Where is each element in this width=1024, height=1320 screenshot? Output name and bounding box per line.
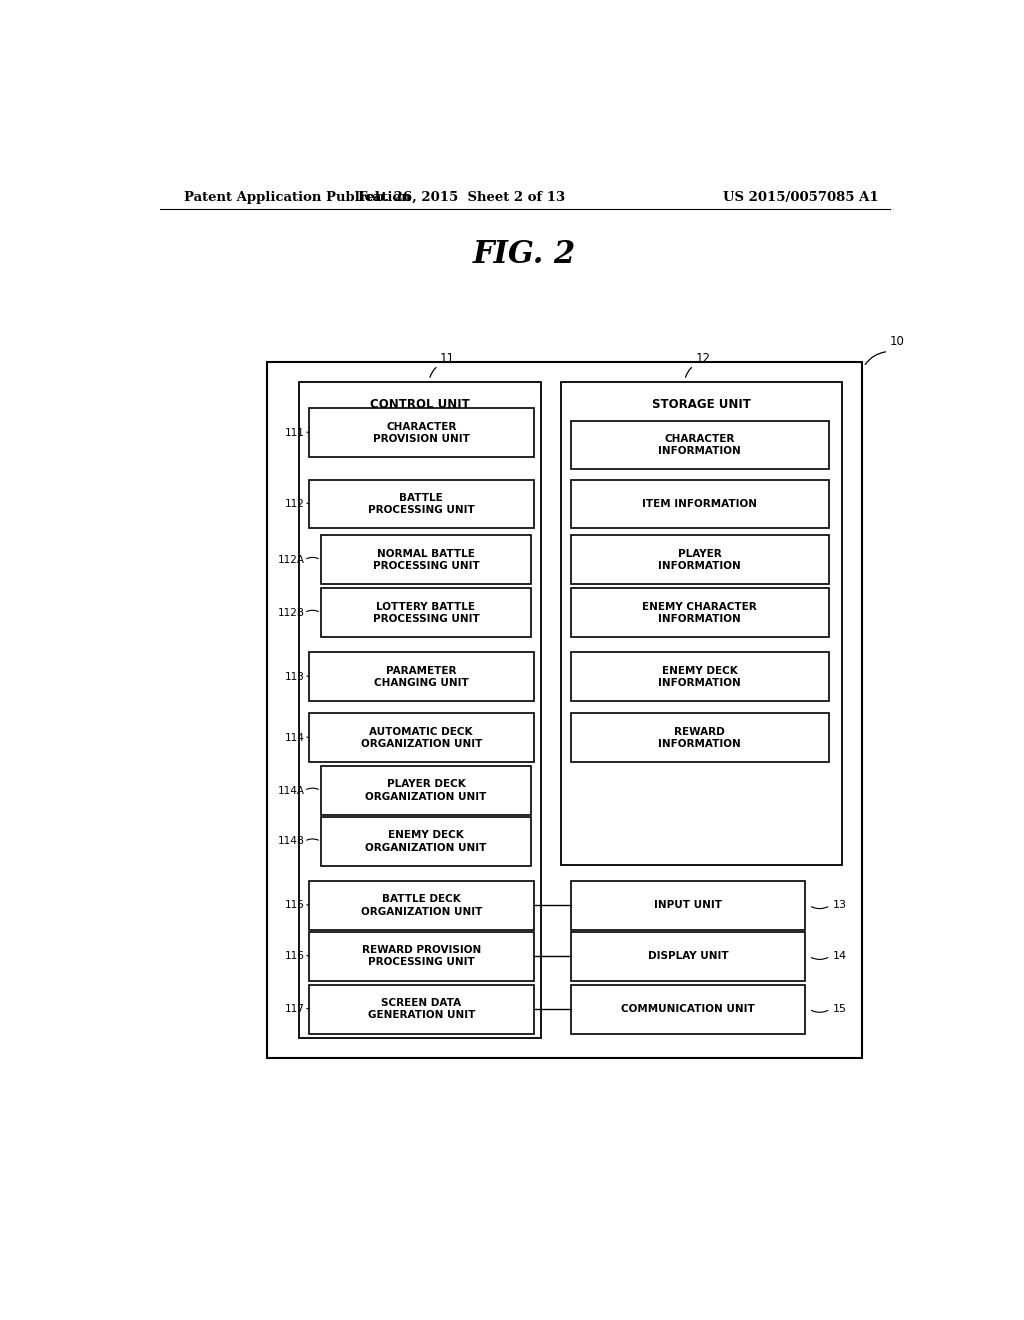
Bar [299, 381, 541, 1038]
Text: 115: 115 [285, 900, 305, 911]
Bar [321, 766, 531, 814]
Text: ITEM INFORMATION: ITEM INFORMATION [642, 499, 758, 510]
Text: STORAGE UNIT: STORAGE UNIT [652, 397, 751, 411]
Text: Feb. 26, 2015  Sheet 2 of 13: Feb. 26, 2015 Sheet 2 of 13 [357, 190, 565, 203]
Text: 114A: 114A [278, 785, 305, 796]
Text: BATTLE DECK
ORGANIZATION UNIT: BATTLE DECK ORGANIZATION UNIT [360, 894, 482, 916]
Text: 14: 14 [833, 952, 847, 961]
Bar [570, 479, 828, 528]
Text: ENEMY DECK
INFORMATION: ENEMY DECK INFORMATION [658, 665, 741, 688]
Text: DISPLAY UNIT: DISPLAY UNIT [647, 952, 728, 961]
Text: CHARACTER
INFORMATION: CHARACTER INFORMATION [658, 434, 741, 457]
Text: 13: 13 [833, 900, 847, 911]
Text: 114B: 114B [278, 837, 305, 846]
Text: PLAYER DECK
ORGANIZATION UNIT: PLAYER DECK ORGANIZATION UNIT [366, 779, 486, 801]
Text: 15: 15 [833, 1005, 847, 1014]
Bar [570, 985, 805, 1034]
Text: BATTLE
PROCESSING UNIT: BATTLE PROCESSING UNIT [368, 492, 474, 515]
Text: Patent Application Publication: Patent Application Publication [183, 190, 411, 203]
Bar [309, 408, 534, 457]
Text: REWARD PROVISION
PROCESSING UNIT: REWARD PROVISION PROCESSING UNIT [361, 945, 481, 968]
Text: 116: 116 [285, 952, 305, 961]
Text: 12: 12 [695, 351, 711, 364]
Text: US 2015/0057085 A1: US 2015/0057085 A1 [723, 190, 879, 203]
Text: AUTOMATIC DECK
ORGANIZATION UNIT: AUTOMATIC DECK ORGANIZATION UNIT [360, 726, 482, 748]
Bar [309, 479, 534, 528]
Bar [309, 880, 534, 929]
Text: PARAMETER
CHANGING UNIT: PARAMETER CHANGING UNIT [374, 665, 469, 688]
Text: 114: 114 [285, 733, 305, 743]
Bar [570, 713, 828, 762]
Bar [267, 362, 862, 1057]
Bar [309, 985, 534, 1034]
Bar [570, 536, 828, 585]
Text: COMMUNICATION UNIT: COMMUNICATION UNIT [621, 1005, 755, 1014]
Text: CHARACTER
PROVISION UNIT: CHARACTER PROVISION UNIT [373, 421, 470, 444]
Text: ENEMY DECK
ORGANIZATION UNIT: ENEMY DECK ORGANIZATION UNIT [366, 830, 486, 853]
Bar [309, 652, 534, 701]
Bar [321, 536, 531, 585]
Text: NORMAL BATTLE
PROCESSING UNIT: NORMAL BATTLE PROCESSING UNIT [373, 549, 479, 572]
Text: 112A: 112A [278, 554, 305, 565]
Bar [570, 652, 828, 701]
Bar [570, 589, 828, 638]
Bar [570, 932, 805, 981]
Text: PLAYER
INFORMATION: PLAYER INFORMATION [658, 549, 741, 572]
Text: 113: 113 [285, 672, 305, 681]
Bar [560, 381, 842, 865]
Text: INPUT UNIT: INPUT UNIT [654, 900, 722, 911]
Text: 112: 112 [285, 499, 305, 510]
Text: SCREEN DATA
GENERATION UNIT: SCREEN DATA GENERATION UNIT [368, 998, 475, 1020]
Text: 10: 10 [890, 335, 905, 348]
Bar [570, 421, 828, 470]
Text: LOTTERY BATTLE
PROCESSING UNIT: LOTTERY BATTLE PROCESSING UNIT [373, 602, 479, 624]
Text: CONTROL UNIT: CONTROL UNIT [370, 397, 470, 411]
Bar [309, 932, 534, 981]
Text: 111: 111 [285, 428, 305, 438]
Text: 112B: 112B [278, 607, 305, 618]
Text: ENEMY CHARACTER
INFORMATION: ENEMY CHARACTER INFORMATION [642, 602, 757, 624]
Bar [321, 589, 531, 638]
Bar [309, 713, 534, 762]
Text: REWARD
INFORMATION: REWARD INFORMATION [658, 726, 741, 748]
Text: 117: 117 [285, 1005, 305, 1014]
Bar [321, 817, 531, 866]
Text: 11: 11 [439, 351, 455, 364]
Bar [570, 880, 805, 929]
Text: FIG. 2: FIG. 2 [473, 239, 577, 271]
